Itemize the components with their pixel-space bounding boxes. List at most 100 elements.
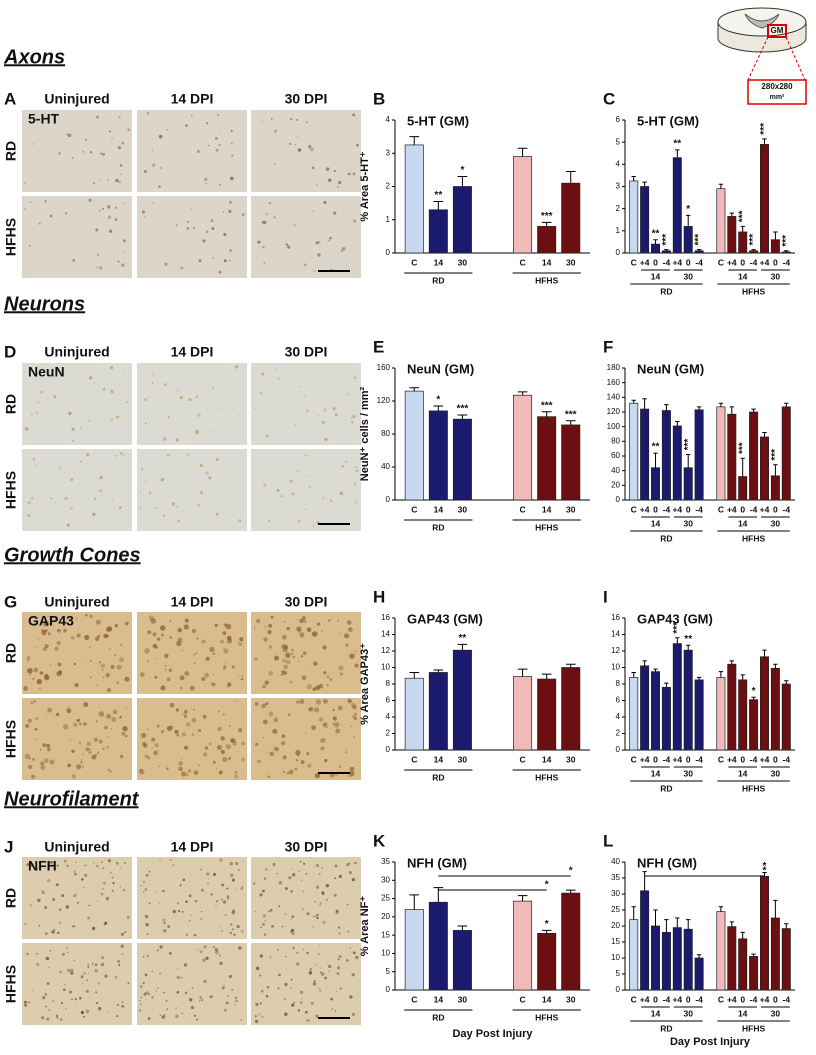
texture (354, 663, 359, 668)
texture (96, 900, 99, 902)
row-label: RD (3, 141, 19, 161)
scale-bar (318, 1017, 350, 1019)
y-tick-label: 4 (616, 712, 621, 721)
panel-letter: I (603, 587, 608, 606)
texture (300, 990, 304, 994)
bar (452, 418, 472, 501)
micrograph (22, 110, 132, 192)
texture (61, 952, 65, 956)
bar (537, 226, 557, 254)
texture (350, 702, 356, 708)
texture (289, 680, 293, 684)
texture (112, 709, 118, 715)
texture (43, 905, 48, 910)
texture (336, 966, 341, 970)
texture (93, 737, 98, 742)
section-heading: Growth Cones (4, 544, 141, 566)
group-label: HFHS (742, 783, 765, 793)
error-bar (751, 696, 756, 700)
texture (33, 667, 39, 673)
texture (76, 718, 80, 723)
texture (273, 746, 278, 751)
texture (223, 667, 226, 670)
texture (284, 955, 287, 958)
significance: * (752, 686, 756, 697)
texture (218, 133, 220, 135)
texture (122, 889, 126, 892)
texture (30, 201, 32, 204)
texture (223, 984, 225, 987)
error-bar (740, 457, 745, 477)
micrograph (251, 196, 361, 278)
texture (322, 738, 326, 742)
texture (312, 982, 317, 986)
texture (308, 486, 311, 489)
texture (313, 270, 316, 273)
texture (84, 873, 88, 877)
subgroup-label: 30 (683, 1008, 693, 1018)
texture (205, 182, 207, 184)
texture (47, 747, 51, 752)
texture (349, 995, 353, 999)
texture (332, 708, 335, 712)
texture (197, 949, 199, 951)
column-header: Uninjured (44, 839, 109, 855)
texture (81, 765, 84, 768)
texture (35, 464, 38, 466)
texture (85, 747, 90, 752)
texture (162, 918, 166, 922)
texture (191, 733, 195, 737)
texture (47, 707, 53, 713)
error-bar (664, 919, 669, 933)
texture (142, 880, 146, 883)
texture (67, 706, 70, 709)
x-tick-label: 0 (686, 994, 691, 1004)
error-bar (784, 402, 789, 407)
error-bar (773, 899, 778, 918)
texture (199, 463, 204, 468)
texture (302, 948, 305, 951)
texture (44, 673, 49, 679)
texture (152, 372, 154, 374)
texture (291, 492, 295, 496)
texture (192, 226, 196, 230)
texture (144, 398, 147, 401)
texture (176, 968, 179, 970)
y-tick-label: 16 (381, 613, 390, 622)
y-tick-label: 35 (611, 873, 620, 882)
texture (116, 664, 122, 670)
texture (94, 969, 98, 973)
texture (321, 891, 324, 894)
texture (49, 950, 52, 952)
significance: ** (684, 634, 692, 645)
texture (353, 736, 356, 738)
x-tick-label: C (411, 754, 417, 764)
size-label: 280x280 (761, 82, 793, 91)
texture (89, 614, 93, 619)
texture (114, 218, 118, 221)
x-tick-label: 30 (566, 994, 576, 1004)
error-bar (565, 889, 576, 894)
texture (186, 722, 191, 727)
texture (195, 429, 199, 434)
texture (296, 700, 299, 704)
error-bar (457, 176, 468, 187)
grey-matter (744, 13, 780, 29)
texture (207, 877, 210, 880)
texture (194, 899, 198, 903)
texture (269, 751, 274, 756)
texture (205, 656, 210, 661)
texture (222, 631, 227, 636)
error-bar (729, 921, 734, 927)
texture (151, 163, 156, 167)
texture (200, 998, 204, 1002)
texture (355, 143, 359, 147)
texture (349, 766, 355, 772)
texture (176, 901, 180, 905)
texture (288, 769, 294, 775)
texture (308, 145, 312, 149)
micrograph (137, 943, 247, 1025)
texture (63, 859, 67, 863)
texture (184, 671, 190, 676)
texture (333, 169, 336, 173)
